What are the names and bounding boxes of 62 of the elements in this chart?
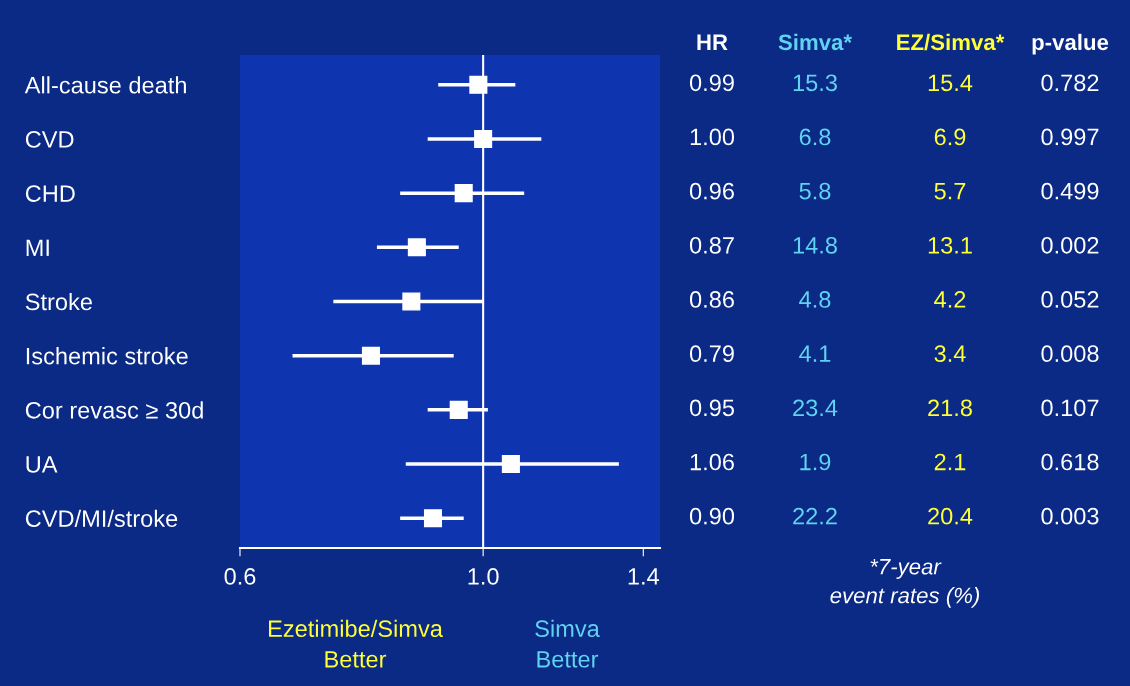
text: 4.2: [934, 291, 966, 308]
y-tick-label: UA: [26, 456, 58, 473]
point: [402, 292, 421, 311]
text: 6.8: [799, 128, 831, 146]
y-tick-label: CHD: [25, 185, 75, 202]
point: [423, 509, 443, 528]
text: 0.002: [1041, 236, 1099, 254]
text: 20.4: [928, 507, 973, 525]
data-label: 0.96: [689, 182, 734, 200]
text: Simva Better: [535, 619, 600, 668]
text: 6.9: [934, 128, 966, 146]
text: 1.9: [800, 453, 831, 471]
text: 5.7: [934, 183, 966, 200]
text: 0.052: [1041, 291, 1099, 308]
text: 2.1: [934, 453, 966, 471]
text: 22.2: [793, 507, 837, 525]
data-label: 1.00: [690, 128, 735, 146]
text: EZ/Simva*: [897, 33, 1005, 51]
text: 0.499: [1041, 182, 1099, 200]
point: [474, 129, 493, 149]
text: Simva*: [778, 33, 853, 51]
x-tick-label: 1.4: [628, 568, 660, 585]
text: *7-year event rates (%): [830, 559, 980, 608]
y-tick-label: CVD: [25, 131, 74, 148]
data-label: 0.99: [689, 74, 734, 92]
text: 0.008: [1041, 345, 1099, 363]
text: 15.3: [793, 74, 837, 92]
data-label: 1.06: [690, 453, 734, 471]
y-tick-label: Cor revasc ≥ 30d: [25, 401, 203, 419]
data-label: 0.90: [689, 507, 735, 525]
text: Ezetimibe/Simva Better: [269, 619, 443, 668]
text: 0.782: [1041, 74, 1099, 92]
data-label: 0.86: [689, 291, 734, 308]
x-tick-label: 1.0: [468, 568, 499, 585]
text: 0.618: [1041, 453, 1099, 471]
text: 0.003: [1041, 507, 1099, 525]
text: 4.1: [799, 345, 831, 362]
y-tick-label: All-cause death: [24, 76, 186, 94]
text: 3.4: [934, 345, 966, 363]
data-label: 0.87: [689, 236, 734, 254]
text: 15.4: [928, 74, 973, 92]
point: [469, 75, 488, 94]
data-label: 0.79: [689, 345, 734, 363]
text: 0.997: [1041, 128, 1099, 146]
y-tick-label: MI: [26, 239, 49, 256]
text: 13.1: [928, 236, 972, 254]
text: HR: [697, 34, 728, 50]
text: 14.8: [793, 236, 837, 254]
text: 23.4: [793, 399, 838, 417]
y-tick-label: CVD/MI/stroke: [25, 509, 178, 527]
point: [449, 400, 468, 419]
text: 5.8: [799, 182, 831, 200]
point: [407, 238, 426, 257]
text: 0.107: [1041, 399, 1099, 417]
text: p-value: [1032, 33, 1109, 55]
text: 21.8: [928, 399, 972, 417]
text: 4.8: [799, 291, 831, 308]
data-label: 0.95: [689, 399, 734, 417]
y-tick-label: Stroke: [25, 292, 92, 311]
point: [454, 184, 473, 203]
x-tick-label: 0.6: [224, 568, 256, 585]
y-tick-label: Ischemic stroke: [26, 347, 188, 365]
